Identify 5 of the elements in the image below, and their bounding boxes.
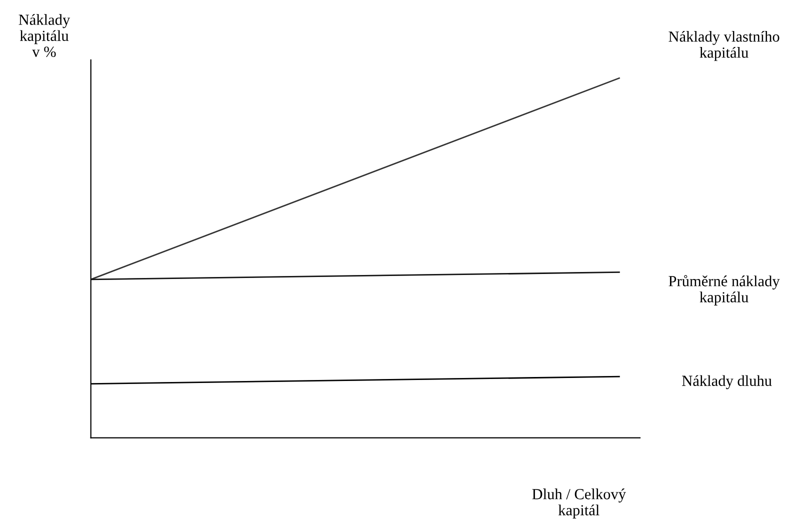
y-axis-title: Náklady kapitálu v %	[18, 14, 70, 57]
text: Náklady vlastního kapitálu	[668, 30, 780, 61]
x-axis-title: Dluh / Celkový kapitál	[532, 488, 626, 518]
text: Průměrné náklady kapitálu	[668, 275, 780, 306]
text: Náklady dluhu	[682, 375, 772, 390]
